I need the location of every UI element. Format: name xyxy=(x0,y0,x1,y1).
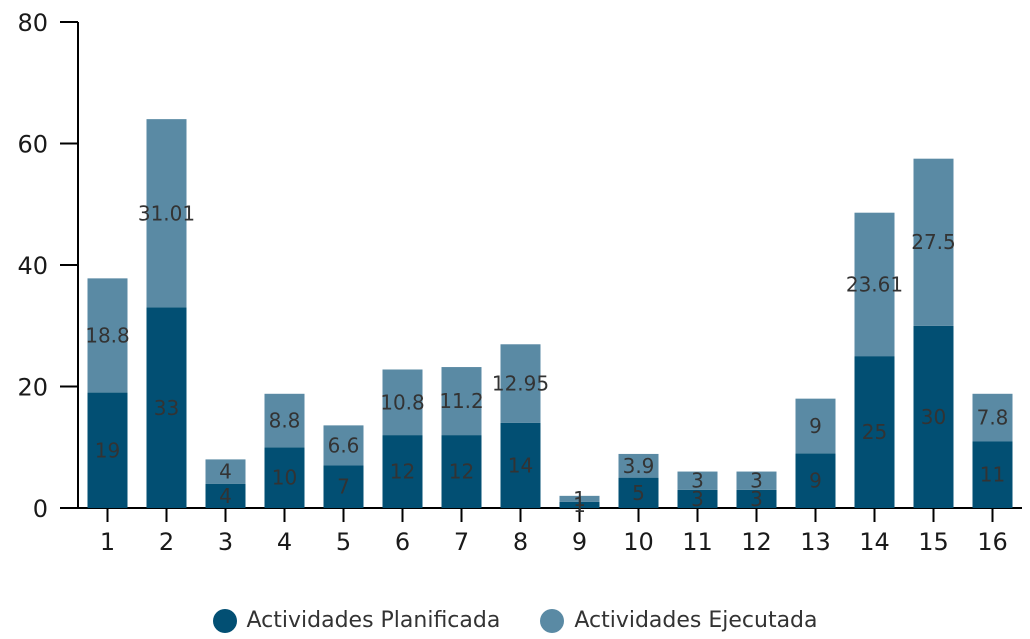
data-label-ejecutada-10: 3.9 xyxy=(623,454,655,478)
data-label-ejecutada-16: 7.8 xyxy=(977,405,1009,429)
y-tick-label-40: 40 xyxy=(17,252,48,280)
data-label-ejecutada-1: 18.8 xyxy=(85,323,130,347)
y-tick-label-80: 80 xyxy=(17,9,48,37)
bar-planificada-3 xyxy=(205,483,246,508)
data-label-planificada-3: 4 xyxy=(219,484,232,508)
bar-planificada-11 xyxy=(677,489,718,508)
bar-planificada-1 xyxy=(87,392,128,508)
x-tick-label-7: 7 xyxy=(454,528,469,556)
data-label-ejecutada-12: 3 xyxy=(750,469,763,493)
bar-planificada-6 xyxy=(382,435,423,508)
data-label-planificada-1: 19 xyxy=(95,438,120,462)
x-tick-label-9: 9 xyxy=(572,528,587,556)
bar-planificada-10 xyxy=(618,477,659,508)
data-label-planificada-8: 14 xyxy=(508,453,533,477)
bar-ejecutada-3 xyxy=(205,459,246,484)
bar-ejecutada-7 xyxy=(441,367,482,436)
x-tick-label-5: 5 xyxy=(336,528,351,556)
bar-ejecutada-12 xyxy=(736,471,777,490)
legend: Actividades Planificada Actividades Ejec… xyxy=(0,608,1030,633)
bar-ejecutada-6 xyxy=(382,369,423,436)
bar-ejecutada-13 xyxy=(795,398,836,454)
x-tick-label-4: 4 xyxy=(277,528,292,556)
data-label-ejecutada-8: 12.95 xyxy=(492,372,549,396)
bar-planificada-8 xyxy=(500,422,541,508)
data-label-planificada-15: 30 xyxy=(921,405,946,429)
x-tick-label-14: 14 xyxy=(859,528,890,556)
bar-ejecutada-11 xyxy=(677,471,718,490)
data-label-ejecutada-11: 3 xyxy=(691,469,704,493)
bar-planificada-14 xyxy=(854,356,895,508)
x-tick-label-2: 2 xyxy=(159,528,174,556)
bar-planificada-12 xyxy=(736,489,777,508)
data-label-planificada-5: 7 xyxy=(337,475,350,499)
bar-ejecutada-14 xyxy=(854,212,895,357)
x-tick-label-11: 11 xyxy=(682,528,713,556)
data-label-planificada-14: 25 xyxy=(862,420,887,444)
legend-label-ejecutada: Actividades Ejecutada xyxy=(574,608,818,633)
bar-ejecutada-2 xyxy=(146,119,187,308)
legend-label-planificada: Actividades Planificada xyxy=(246,608,501,633)
bar-planificada-9 xyxy=(559,501,600,508)
x-tick-label-3: 3 xyxy=(218,528,233,556)
data-label-ejecutada-3: 4 xyxy=(219,460,232,484)
data-label-ejecutada-15: 27.5 xyxy=(911,230,956,254)
bar-ejecutada-15 xyxy=(913,158,954,326)
bar-ejecutada-9 xyxy=(559,495,600,502)
bar-ejecutada-5 xyxy=(323,425,364,466)
x-tick-label-13: 13 xyxy=(800,528,831,556)
data-label-ejecutada-9: 1 xyxy=(573,487,586,511)
data-label-ejecutada-2: 31.01 xyxy=(138,201,195,225)
data-label-planificada-2: 33 xyxy=(154,396,179,420)
data-label-planificada-10: 5 xyxy=(632,481,645,505)
y-tick-label-60: 60 xyxy=(17,131,48,159)
bar-planificada-7 xyxy=(441,435,482,508)
x-tick-label-12: 12 xyxy=(741,528,772,556)
data-label-planificada-16: 11 xyxy=(980,463,1005,487)
x-tick-label-6: 6 xyxy=(395,528,410,556)
data-label-planificada-9: 1 xyxy=(573,493,586,517)
data-label-ejecutada-6: 10.8 xyxy=(380,390,425,414)
bar-planificada-5 xyxy=(323,465,364,508)
bar-ejecutada-8 xyxy=(500,344,541,423)
bar-planificada-4 xyxy=(264,447,305,508)
data-label-planificada-13: 9 xyxy=(809,469,822,493)
bar-chart: 02040608011918.823331.013444108.8576.661… xyxy=(17,9,1022,556)
data-label-ejecutada-13: 9 xyxy=(809,414,822,438)
data-label-planificada-4: 10 xyxy=(272,466,297,490)
bar-ejecutada-4 xyxy=(264,393,305,448)
x-tick-label-10: 10 xyxy=(623,528,654,556)
y-tick-label-0: 0 xyxy=(33,495,48,523)
bar-planificada-15 xyxy=(913,325,954,508)
x-tick-label-16: 16 xyxy=(977,528,1008,556)
data-label-ejecutada-7: 11.2 xyxy=(439,389,484,413)
legend-swatch-planificada xyxy=(212,608,237,633)
data-label-ejecutada-14: 23.61 xyxy=(846,272,903,296)
data-label-ejecutada-5: 6.6 xyxy=(328,433,360,457)
data-label-ejecutada-4: 8.8 xyxy=(269,409,301,433)
y-tick-label-20: 20 xyxy=(17,374,48,402)
bar-planificada-16 xyxy=(972,441,1013,508)
data-label-planificada-11: 3 xyxy=(691,487,704,511)
legend-item-planificada: Actividades Planificada xyxy=(212,608,501,633)
legend-item-ejecutada: Actividades Ejecutada xyxy=(540,608,818,633)
x-tick-label-15: 15 xyxy=(918,528,949,556)
data-label-planificada-6: 12 xyxy=(390,460,415,484)
bar-ejecutada-10 xyxy=(618,453,659,478)
x-tick-label-8: 8 xyxy=(513,528,528,556)
data-label-planificada-12: 3 xyxy=(750,487,763,511)
bar-planificada-2 xyxy=(146,307,187,508)
data-label-planificada-7: 12 xyxy=(449,460,474,484)
bar-ejecutada-16 xyxy=(972,393,1013,442)
bar-planificada-13 xyxy=(795,453,836,508)
x-tick-label-1: 1 xyxy=(100,528,115,556)
bar-ejecutada-1 xyxy=(87,278,128,393)
legend-swatch-ejecutada xyxy=(540,608,565,633)
